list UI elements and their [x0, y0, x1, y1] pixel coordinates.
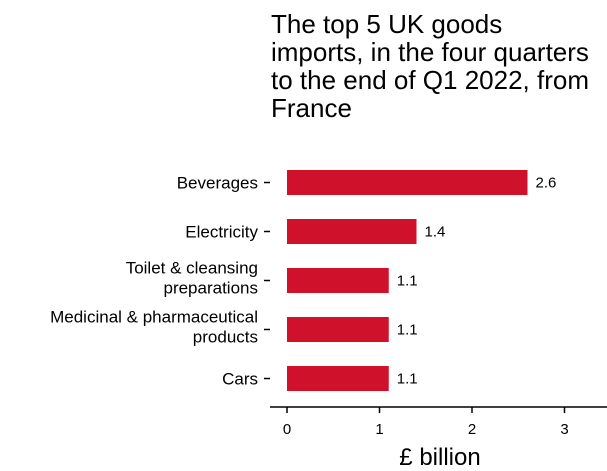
category-label: Toilet & cleansing: [126, 259, 258, 278]
category-label: products: [193, 328, 258, 347]
bar: [287, 219, 417, 244]
bars-layer: 2.6 1.4 1.1 1.1 1.1: [287, 170, 556, 391]
x-tick-label: 1: [375, 421, 383, 438]
bar: [287, 268, 389, 293]
data-label: 1.1: [397, 322, 418, 339]
category-label: Medicinal & pharmaceutical: [50, 308, 258, 327]
data-label: 1.1: [397, 371, 418, 388]
bar: [287, 366, 389, 391]
chart-title: The top 5 UK goods imports, in the four …: [271, 9, 589, 123]
category-label: Beverages: [177, 174, 258, 193]
x-tick-label: 3: [560, 421, 568, 438]
x-axis: 0 1 2 3 £ billion: [270, 406, 607, 471]
category-label: Cars: [222, 370, 258, 389]
x-tick-label: 0: [283, 421, 291, 438]
data-label: 2.6: [536, 175, 557, 192]
x-tick-label: 2: [468, 421, 476, 438]
category-label: preparations: [163, 279, 258, 298]
data-label: 1.1: [397, 273, 418, 290]
bar: [287, 170, 528, 195]
category-label: Electricity: [185, 223, 258, 242]
bar: [287, 317, 389, 342]
data-label: 1.4: [425, 224, 446, 241]
x-axis-title: £ billion: [399, 444, 480, 471]
